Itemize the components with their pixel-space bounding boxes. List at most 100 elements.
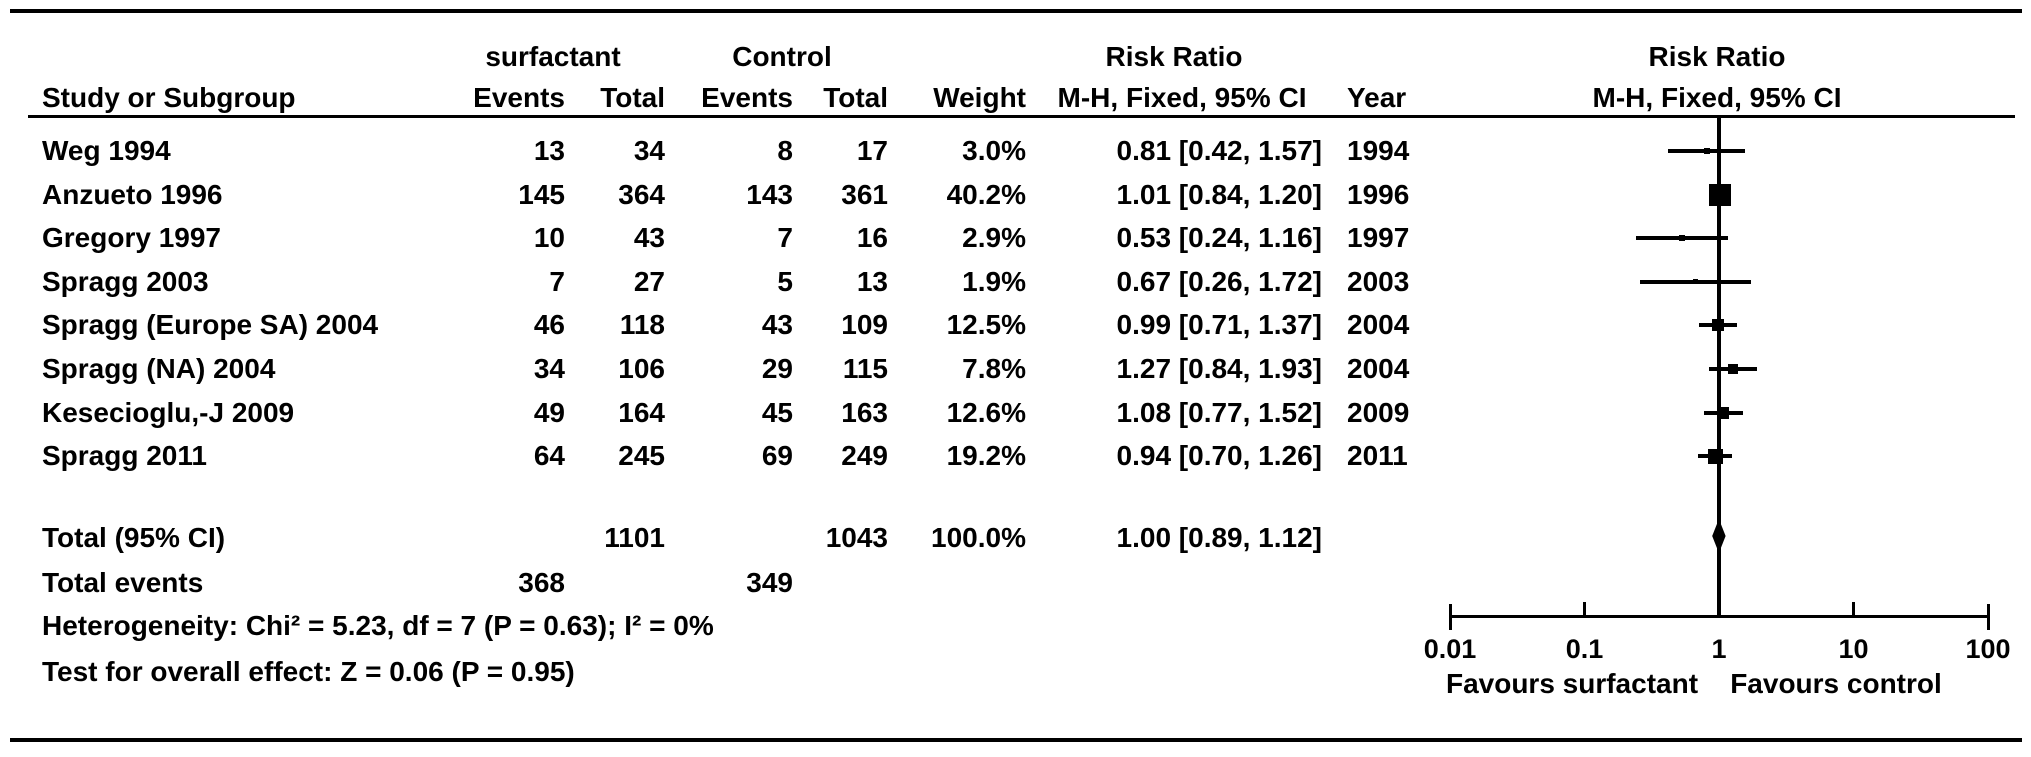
study-weight: 1.9% [962, 265, 1026, 297]
study-year: 2003 [1347, 265, 1410, 297]
column-header-control-events: Events [701, 82, 793, 113]
control-total: 163 [841, 396, 888, 428]
axis-tick [1986, 604, 1990, 630]
control-total: 16 [856, 222, 888, 254]
surfactant-total: 364 [618, 178, 665, 210]
favours-right-label: Favours control [1730, 668, 1942, 699]
surfactant-events: 64 [533, 440, 565, 472]
total-events-control: 349 [746, 567, 793, 598]
column-header-surfactant-total: Total [600, 82, 665, 113]
study-name: Kesecioglu,-J 2009 [42, 396, 295, 428]
column-header-study: Study or Subgroup [42, 82, 296, 113]
total-row: Total (95% CI) 1101 1043 100.0% 1.00 [0.… [0, 517, 2031, 559]
study-weight: 12.6% [946, 396, 1026, 428]
study-year: 1994 [1347, 135, 1410, 166]
effect-square [1712, 319, 1725, 332]
table-row: Weg 1994 13 34 8 17 3.0% 0.81 [0.42, 1.5… [0, 130, 2031, 172]
group-header-surfactant: surfactant [485, 41, 621, 72]
surfactant-total: 34 [633, 135, 665, 166]
overall-effect-text: Test for overall effect: Z = 0.06 (P = 0… [42, 656, 575, 687]
bottom-rule [10, 738, 2022, 742]
study-name: Weg 1994 [42, 135, 171, 166]
study-weight: 40.2% [946, 178, 1026, 210]
control-events: 43 [761, 309, 793, 341]
control-events: 143 [746, 178, 793, 210]
total-weight: 100.0% [931, 522, 1026, 553]
effect-square [1708, 183, 1731, 206]
surfactant-events: 10 [533, 222, 565, 254]
axis-tick-label: 10 [1838, 634, 1869, 664]
risk-ratio-column-title: Risk Ratio [1105, 41, 1243, 72]
table-row: Spragg (NA) 2004 34 106 29 115 7.8% 1.27… [0, 348, 2031, 390]
study-year: 2004 [1347, 309, 1410, 341]
effect-square [1707, 448, 1723, 464]
control-total: 249 [841, 440, 888, 472]
effect-square [1717, 406, 1730, 419]
table-row: Anzueto 1996 145 364 143 361 40.2% 1.01 … [0, 174, 2031, 216]
table-row: Spragg (Europe SA) 2004 46 118 43 109 12… [0, 304, 2031, 346]
axis-tick [1852, 602, 1855, 617]
table-row: Kesecioglu,-J 2009 49 164 45 163 12.6% 1… [0, 392, 2031, 434]
study-weight: 12.5% [946, 309, 1026, 341]
study-name: Gregory 1997 [42, 222, 221, 254]
axis-tick [1583, 602, 1586, 617]
study-year: 1996 [1347, 178, 1410, 210]
study-name: Spragg (NA) 2004 [42, 353, 276, 384]
study-weight: 2.9% [962, 222, 1026, 254]
control-total: 13 [856, 265, 888, 297]
surfactant-events: 46 [533, 309, 565, 341]
surfactant-total: 245 [618, 440, 665, 472]
study-name: Spragg 2011 [42, 440, 207, 472]
control-events: 45 [761, 396, 793, 428]
study-year: 2009 [1347, 396, 1410, 428]
control-events: 5 [777, 265, 793, 297]
study-risk-ratio-ci: 0.99 [0.71, 1.37] [1116, 309, 1322, 341]
effect-square [1693, 279, 1699, 285]
heterogeneity-text: Heterogeneity: Chi² = 5.23, df = 7 (P = … [42, 610, 714, 641]
column-header-year: Year [1347, 82, 1407, 113]
control-events: 7 [777, 222, 793, 254]
study-weight: 7.8% [962, 353, 1026, 384]
total-events-surfactant: 368 [518, 567, 565, 598]
study-name: Anzueto 1996 [42, 178, 223, 210]
favours-left-label: Favours surfactant [1445, 668, 1699, 699]
axis-tick-label: 1 [1711, 634, 1727, 664]
total-events-label: Total events [42, 567, 204, 598]
control-total: 17 [856, 135, 888, 166]
study-name: Spragg 2003 [42, 265, 209, 297]
study-risk-ratio-ci: 1.08 [0.77, 1.52] [1116, 396, 1322, 428]
effect-square [1678, 235, 1685, 242]
axis-tick-label: 0.01 [1423, 634, 1477, 664]
study-risk-ratio-ci: 0.81 [0.42, 1.57] [1116, 135, 1322, 166]
control-events: 8 [777, 135, 793, 166]
study-year: 2004 [1347, 353, 1410, 384]
surfactant-events: 7 [549, 265, 565, 297]
control-total: 361 [841, 178, 888, 210]
total-control-n: 1043 [825, 522, 888, 553]
study-risk-ratio-ci: 0.53 [0.24, 1.16] [1116, 222, 1322, 254]
study-risk-ratio-ci: 0.67 [0.26, 1.72] [1116, 265, 1322, 297]
surfactant-total: 27 [633, 265, 665, 297]
table-row: Spragg 2003 7 27 5 13 1.9% 0.67 [0.26, 1… [0, 261, 2031, 303]
surfactant-total: 106 [618, 353, 665, 384]
total-label: Total (95% CI) [42, 522, 226, 553]
axis-tick [1448, 604, 1452, 630]
surfactant-total: 164 [618, 396, 665, 428]
plot-subtitle: M-H, Fixed, 95% CI [1592, 82, 1842, 113]
table-row: Spragg 2011 64 245 69 249 19.2% 0.94 [0.… [0, 435, 2031, 477]
study-risk-ratio-ci: 1.01 [0.84, 1.20] [1116, 178, 1322, 210]
column-header-weight: Weight [933, 82, 1026, 113]
surfactant-events: 34 [533, 353, 565, 384]
column-header-risk-ratio-ci: M-H, Fixed, 95% CI [1057, 82, 1307, 113]
study-year: 2011 [1347, 440, 1408, 472]
axis-tick [1717, 602, 1721, 617]
effect-square [1703, 148, 1710, 154]
effect-square [1727, 364, 1738, 374]
group-header-control: Control [732, 41, 832, 72]
control-events: 29 [761, 353, 793, 384]
table-row: Gregory 1997 10 43 7 16 2.9% 0.53 [0.24,… [0, 217, 2031, 259]
control-events: 69 [761, 440, 793, 472]
total-risk-ratio-ci: 1.00 [0.89, 1.12] [1116, 522, 1322, 553]
total-surfactant-n: 1101 [604, 522, 665, 553]
